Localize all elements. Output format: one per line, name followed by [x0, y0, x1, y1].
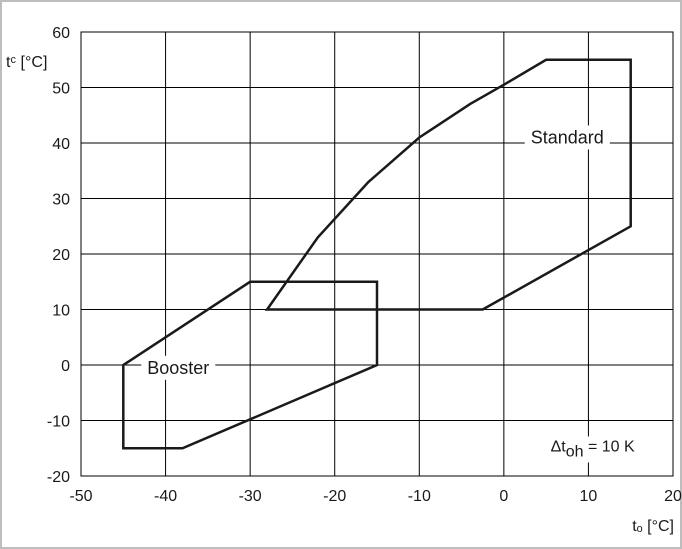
- annotation-label: Δtoh = 10 K: [551, 438, 635, 460]
- y-tick-label: 10: [52, 303, 70, 320]
- x-axis-label: tₒ [°C]: [632, 518, 674, 535]
- x-tick-label: -40: [154, 488, 177, 505]
- x-tick-label: -20: [323, 488, 346, 505]
- y-tick-label: -20: [47, 469, 70, 486]
- x-tick-label: 0: [499, 488, 508, 505]
- y-tick-label: 30: [52, 192, 70, 209]
- x-tick-label: -10: [408, 488, 431, 505]
- y-axis-label: tᶜ [°C]: [6, 54, 47, 71]
- y-tick-label: -10: [47, 414, 70, 431]
- x-tick-label: 20: [664, 488, 682, 505]
- y-tick-label: 20: [52, 247, 70, 264]
- annotation-label: Booster: [147, 358, 209, 378]
- y-tick-label: 60: [52, 25, 70, 42]
- annotation-background: [141, 355, 216, 380]
- annotation-layer: Standard Booster Δtoh = 10 K: [141, 125, 642, 463]
- series-standard-envelope: [264, 58, 632, 311]
- annotation-background: [524, 125, 610, 150]
- x-tick-label: -30: [239, 488, 262, 505]
- y-tick-label: 40: [52, 136, 70, 153]
- y-tick-label: 50: [52, 81, 70, 98]
- x-tick-label: 10: [580, 488, 598, 505]
- y-tick-label: 0: [61, 358, 70, 375]
- series-booster-envelope: [122, 280, 379, 450]
- annotation-background: [544, 436, 642, 463]
- annotation-label: Standard: [531, 127, 604, 147]
- x-tick-label: -50: [69, 488, 92, 505]
- grid: [80, 31, 674, 477]
- tick-labels: -50 -40 -30 -20 -10 0 10 20 -20 -10 0 10 20 30 40 50 60: [47, 25, 682, 505]
- plot-border: [80, 31, 674, 477]
- series-layer: [122, 58, 632, 450]
